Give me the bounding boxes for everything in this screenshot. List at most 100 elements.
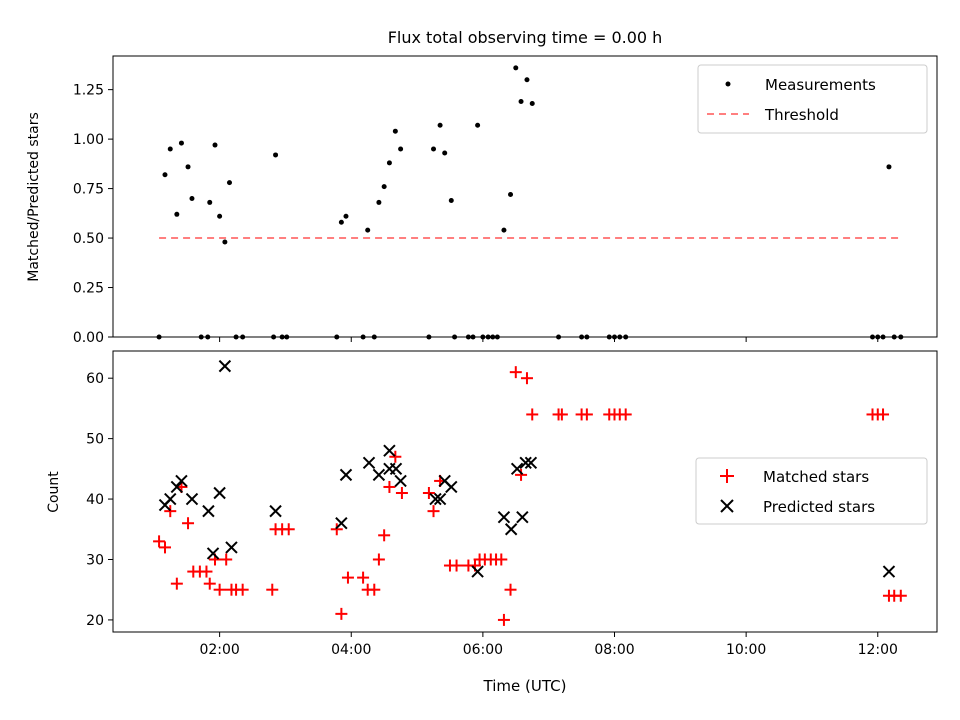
measurement-point (185, 164, 191, 170)
matched-star-point (158, 541, 171, 554)
matched-star-point (497, 613, 510, 626)
matched-star-point (266, 583, 279, 596)
count-y-tick-label: 30 (86, 552, 104, 568)
predicted-star-point (519, 456, 532, 470)
ratio-y-tick: 0.50 (73, 231, 113, 247)
ratio-chart-title: Flux total observing time = 0.00 h (388, 28, 663, 47)
matched-star-point (383, 480, 396, 493)
matched-star-point (182, 517, 195, 530)
predicted-star-point (339, 468, 353, 482)
measurement-point (343, 213, 349, 219)
predicted-star-point (225, 541, 238, 554)
measurement-point (437, 122, 443, 128)
measurement-point (207, 199, 213, 205)
count-y-ticks: 20 30 40 50 60 (86, 371, 113, 629)
predicted-star-point (335, 517, 348, 530)
predicted-star-point (362, 456, 376, 470)
count-x-tick-label: 12:00 (858, 642, 898, 658)
predicted-star-point (394, 474, 407, 488)
legend-matched-marker (720, 469, 734, 483)
measurement-point (518, 99, 524, 105)
predicted-star-point (504, 523, 518, 536)
count-y-tick-label: 20 (86, 613, 104, 629)
ratio-plot-frame (112, 55, 938, 338)
predicted-star-point (383, 444, 396, 457)
measurement-point (448, 197, 454, 203)
predicted-star-point (218, 359, 232, 373)
count-y-tick: 50 (86, 432, 113, 448)
count-y-tick-label: 40 (86, 492, 104, 508)
matched-star-point (894, 589, 907, 602)
measurement-point (886, 164, 892, 170)
predicted-star-point (213, 486, 226, 500)
measurement-point (174, 211, 180, 217)
predicted-star-point (269, 504, 282, 518)
predicted-star-point (433, 492, 447, 506)
count-x-tick-label: 06:00 (463, 642, 503, 658)
ratio-y-tick-label: 0.75 (73, 182, 104, 198)
count-y-tick-label: 50 (86, 432, 104, 448)
matched-star-point (395, 487, 408, 500)
measurement-points (156, 65, 904, 340)
predicted-star-point (882, 565, 896, 578)
measurement-point (398, 146, 404, 152)
matched-star-point (555, 408, 568, 421)
ratio-y-ticks: 0.00 0.25 0.50 0.75 1.00 1.25 (73, 83, 113, 346)
count-x-tick: 10:00 (726, 632, 766, 658)
count-y-tick: 30 (86, 552, 113, 568)
matched-star-point (220, 553, 233, 566)
measurement-point (508, 192, 514, 198)
legend-measurements-marker (725, 81, 731, 87)
measurement-point (501, 227, 507, 233)
ratio-x-ticks (219, 337, 879, 342)
matched-star-point (357, 571, 370, 584)
predicted-star-point (202, 504, 215, 518)
measurement-point (442, 150, 448, 156)
matched-star-point (509, 366, 522, 379)
measurement-point (189, 195, 195, 201)
count-x-tick: 02:00 (199, 632, 240, 658)
matched-star-point (335, 607, 348, 620)
measurement-point (381, 184, 387, 190)
ratio-y-tick-label: 0.50 (73, 231, 104, 247)
matched-star-point (515, 468, 528, 481)
measurement-point (162, 172, 168, 178)
ratio-y-axis-label: Matched/Predicted stars (26, 112, 42, 282)
predicted-star-point (175, 474, 188, 488)
count-y-tick-label: 60 (86, 371, 104, 387)
measurement-point (178, 140, 184, 146)
measurement-point (386, 160, 392, 166)
measurement-point (475, 122, 481, 128)
measurement-point (376, 199, 382, 205)
measurement-point (431, 146, 437, 152)
measurement-point (365, 227, 371, 233)
matched-star-point (153, 535, 166, 548)
predicted-star-point (429, 492, 442, 506)
ratio-panel: Flux total observing time = 0.00 h 0.000… (26, 28, 938, 346)
measurement-point (212, 142, 218, 148)
matched-star-point (213, 583, 226, 596)
measurement-point (222, 239, 228, 245)
measurement-point (529, 100, 535, 106)
matched-star-point (427, 505, 440, 518)
matched-star-point (203, 577, 216, 590)
matched-star-point (619, 408, 632, 421)
predicted-star-point (497, 510, 511, 524)
matched-star-point (372, 553, 385, 566)
matched-star-point (378, 529, 391, 542)
measurement-point (513, 65, 519, 71)
count-legend-box (695, 457, 928, 525)
measurement-point (226, 180, 232, 186)
matched-star-point (520, 372, 533, 385)
measurement-point (273, 152, 279, 158)
ratio-y-tick-label: 1.25 (73, 83, 104, 99)
x-axis-label: Time (UTC) (483, 677, 567, 695)
count-x-ticks: 02:00 04:00 06:00 08:00 10:00 12:00 (199, 632, 898, 658)
legend-threshold-label: Threshold (764, 106, 839, 124)
matched-star-point (495, 553, 508, 566)
legend-matched-label: Matched stars (763, 468, 869, 486)
matched-star-point (164, 505, 177, 518)
ratio-legend: Measurements Threshold (697, 64, 928, 134)
matched-star-point (450, 559, 463, 572)
predicted-star-point (185, 492, 199, 506)
